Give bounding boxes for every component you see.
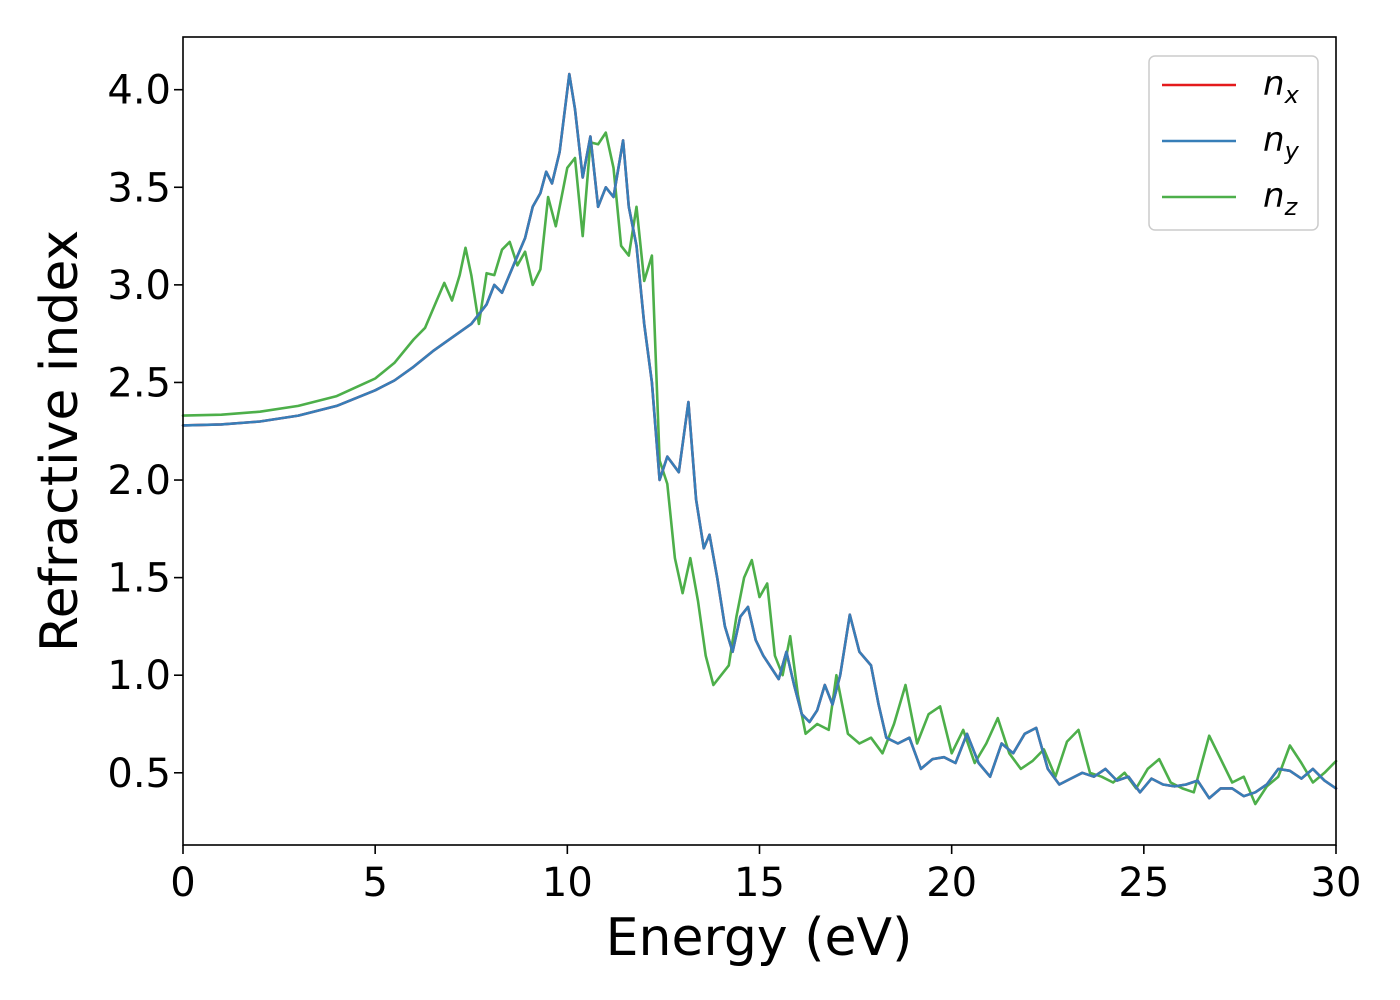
series-line-n-z [181,131,1338,806]
x-axis: 0 5 10 15 20 25 30 [170,845,1361,906]
y-tick-label: 0.5 [107,751,171,797]
x-tick-label: 10 [542,860,593,906]
y-tick-label: 2.0 [107,458,171,504]
series-lines [181,72,1338,806]
legend-label-n-x: nx [1263,64,1300,109]
y-tick-label: 1.0 [107,653,171,699]
legend: nx ny nz [1148,55,1319,231]
legend-label-n-z: nz [1263,176,1299,221]
x-tick-label: 0 [170,860,195,906]
y-tick-label: 3.0 [107,263,171,309]
y-axis: 0.5 1.0 1.5 2.0 2.5 3.0 3.5 4.0 [107,68,183,797]
x-tick-label: 30 [1311,860,1362,906]
y-tick-label: 2.5 [107,360,171,406]
x-tick-label: 5 [362,860,387,906]
legend-box [1148,55,1319,231]
series-line-n-y [181,72,1338,800]
legend-label-n-y: ny [1263,120,1300,165]
x-tick-label: 15 [734,860,785,906]
y-axis-label: Refractive index [30,230,90,652]
y-tick-label: 3.5 [107,165,171,211]
y-tick-label: 1.5 [107,556,171,602]
x-tick-label: 20 [926,860,977,906]
x-tick-label: 25 [1118,860,1169,906]
x-axis-label: Energy (eV) [606,908,913,968]
y-tick-label: 4.0 [107,68,171,114]
